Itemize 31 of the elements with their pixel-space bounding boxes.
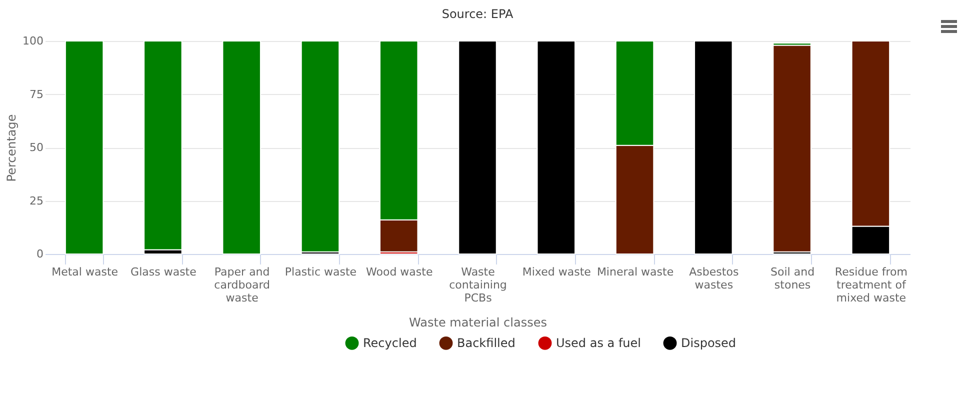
bar <box>144 40 182 250</box>
y-tick-label: 100 <box>22 34 44 48</box>
legend-label: Used as a fuel <box>556 336 641 350</box>
bar <box>694 40 733 254</box>
x-tick-label: Paper and cardboard waste <box>214 266 270 304</box>
y-tick-label: 0 <box>36 248 44 260</box>
bar <box>536 40 576 254</box>
legend-label: Recycled <box>363 336 417 350</box>
y-tick-label: 25 <box>30 194 44 208</box>
x-tick-label: Soil and stones <box>770 266 815 292</box>
chart-title: Source: EPA <box>442 7 514 21</box>
legend-label: Disposed <box>681 336 736 350</box>
x-tick-label: Residue from treatment of mixed waste <box>834 266 908 304</box>
x-tick-label: Glass waste <box>130 266 197 278</box>
bar <box>222 40 261 254</box>
x-tick-label: Wood waste <box>366 266 433 278</box>
legend-label: Backfilled <box>457 336 516 350</box>
bar <box>300 40 340 252</box>
x-tick-label: Waste containing PCBs <box>449 266 507 304</box>
x-axis-title: Waste material classes <box>409 316 547 330</box>
x-tick-label: Plastic waste <box>284 266 357 278</box>
y-tick-label: 50 <box>30 141 44 154</box>
bar <box>772 44 812 252</box>
bar <box>458 40 497 254</box>
y-axis-title: Percentage <box>4 114 19 182</box>
x-tick-label: Mineral waste <box>596 266 674 278</box>
x-tick-label: Metal waste <box>52 266 118 278</box>
y-tick-label: 75 <box>30 88 44 101</box>
bar <box>64 40 104 254</box>
x-tick-label: Mixed waste <box>522 266 592 278</box>
x-tick-label: Asbestos wastes <box>689 266 739 292</box>
